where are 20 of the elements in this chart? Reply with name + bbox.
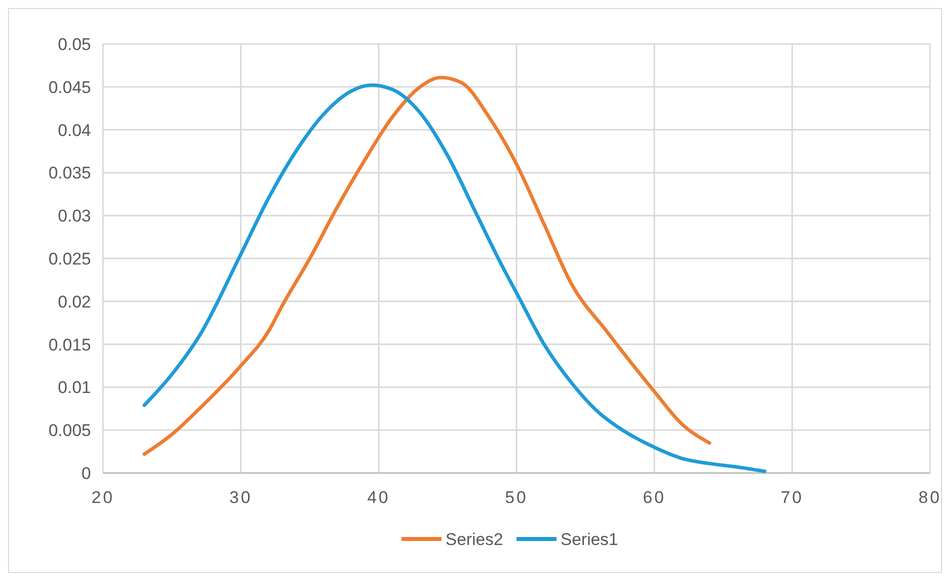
y-tick-label: 0.045 [48,78,91,97]
x-tick-label: 80 [918,488,942,507]
y-tick-label: 0 [82,464,91,483]
y-tick-label: 0.025 [48,249,91,268]
y-tick-label: 0.005 [48,421,91,440]
y-tick-label: 0.02 [58,292,91,312]
x-tick-label: 20 [92,488,114,507]
y-tick-label: 0.03 [58,206,91,226]
y-tick-label: 0.04 [58,120,91,140]
legend-label: Series1 [560,530,618,549]
x-tick-label: 40 [367,488,390,507]
legend-label: Series2 [446,530,504,549]
x-tick-label: 70 [780,488,804,507]
y-tick-label: 0.05 [58,34,91,54]
x-tick-label: 60 [642,488,666,507]
y-tick-label: 0.01 [58,378,91,398]
y-tick-label: 0.015 [48,335,91,354]
x-tick-label: 30 [229,488,252,507]
x-tick-label: 50 [505,488,528,507]
y-tick-label: 0.035 [48,164,91,183]
